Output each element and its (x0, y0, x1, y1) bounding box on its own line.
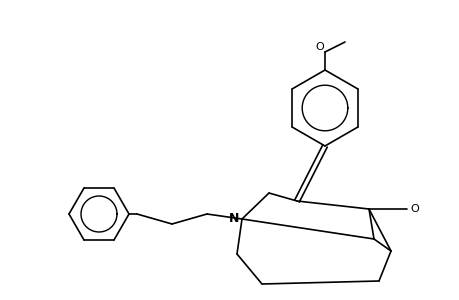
Text: O: O (410, 204, 419, 214)
Text: O: O (315, 42, 324, 52)
Text: N: N (228, 212, 239, 226)
